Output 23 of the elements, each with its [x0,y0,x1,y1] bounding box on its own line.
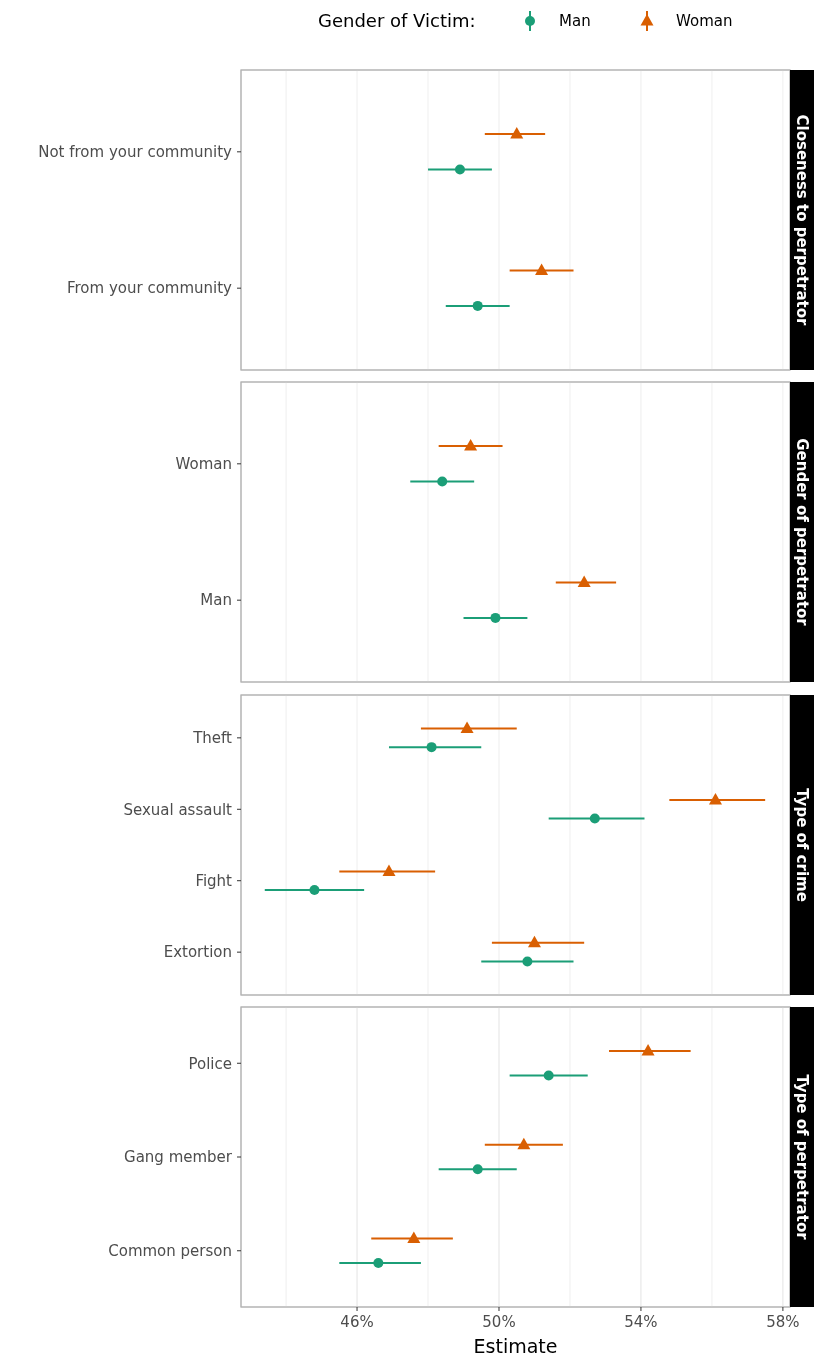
text: Type of perpetrator [792,1074,811,1241]
x-tick-label: 54% [624,1313,658,1331]
x-tick-label: 50% [482,1313,516,1331]
legend-label: Woman [676,12,733,31]
y-tick-label: Woman [175,455,232,474]
y-tick-label: From your community [66,279,233,298]
x-tick-label: 46% [340,1313,374,1331]
x-axis-title: Estimate [473,1335,558,1357]
x-tick-label: 58% [766,1313,800,1331]
legend-title: Gender of Victim: [318,10,476,32]
y-tick-label: Police [188,1054,232,1073]
y-tick-label: Man [200,591,232,610]
text: Gender of perpetrator [792,438,811,627]
legend-label: Man [559,12,591,31]
y-tick-label: Extortion [163,943,232,962]
y-tick-label: Theft [192,729,233,748]
y-tick-label: Common person [108,1242,232,1260]
y-tick-label: Fight [195,871,233,890]
text: Type of crime [792,788,811,902]
y-tick-label: Not from your community [38,143,233,162]
y-tick-label: Gang member [124,1148,233,1167]
text: Closeness to perpetrator [792,114,811,327]
y-tick-label: Sexual assault [123,800,233,819]
